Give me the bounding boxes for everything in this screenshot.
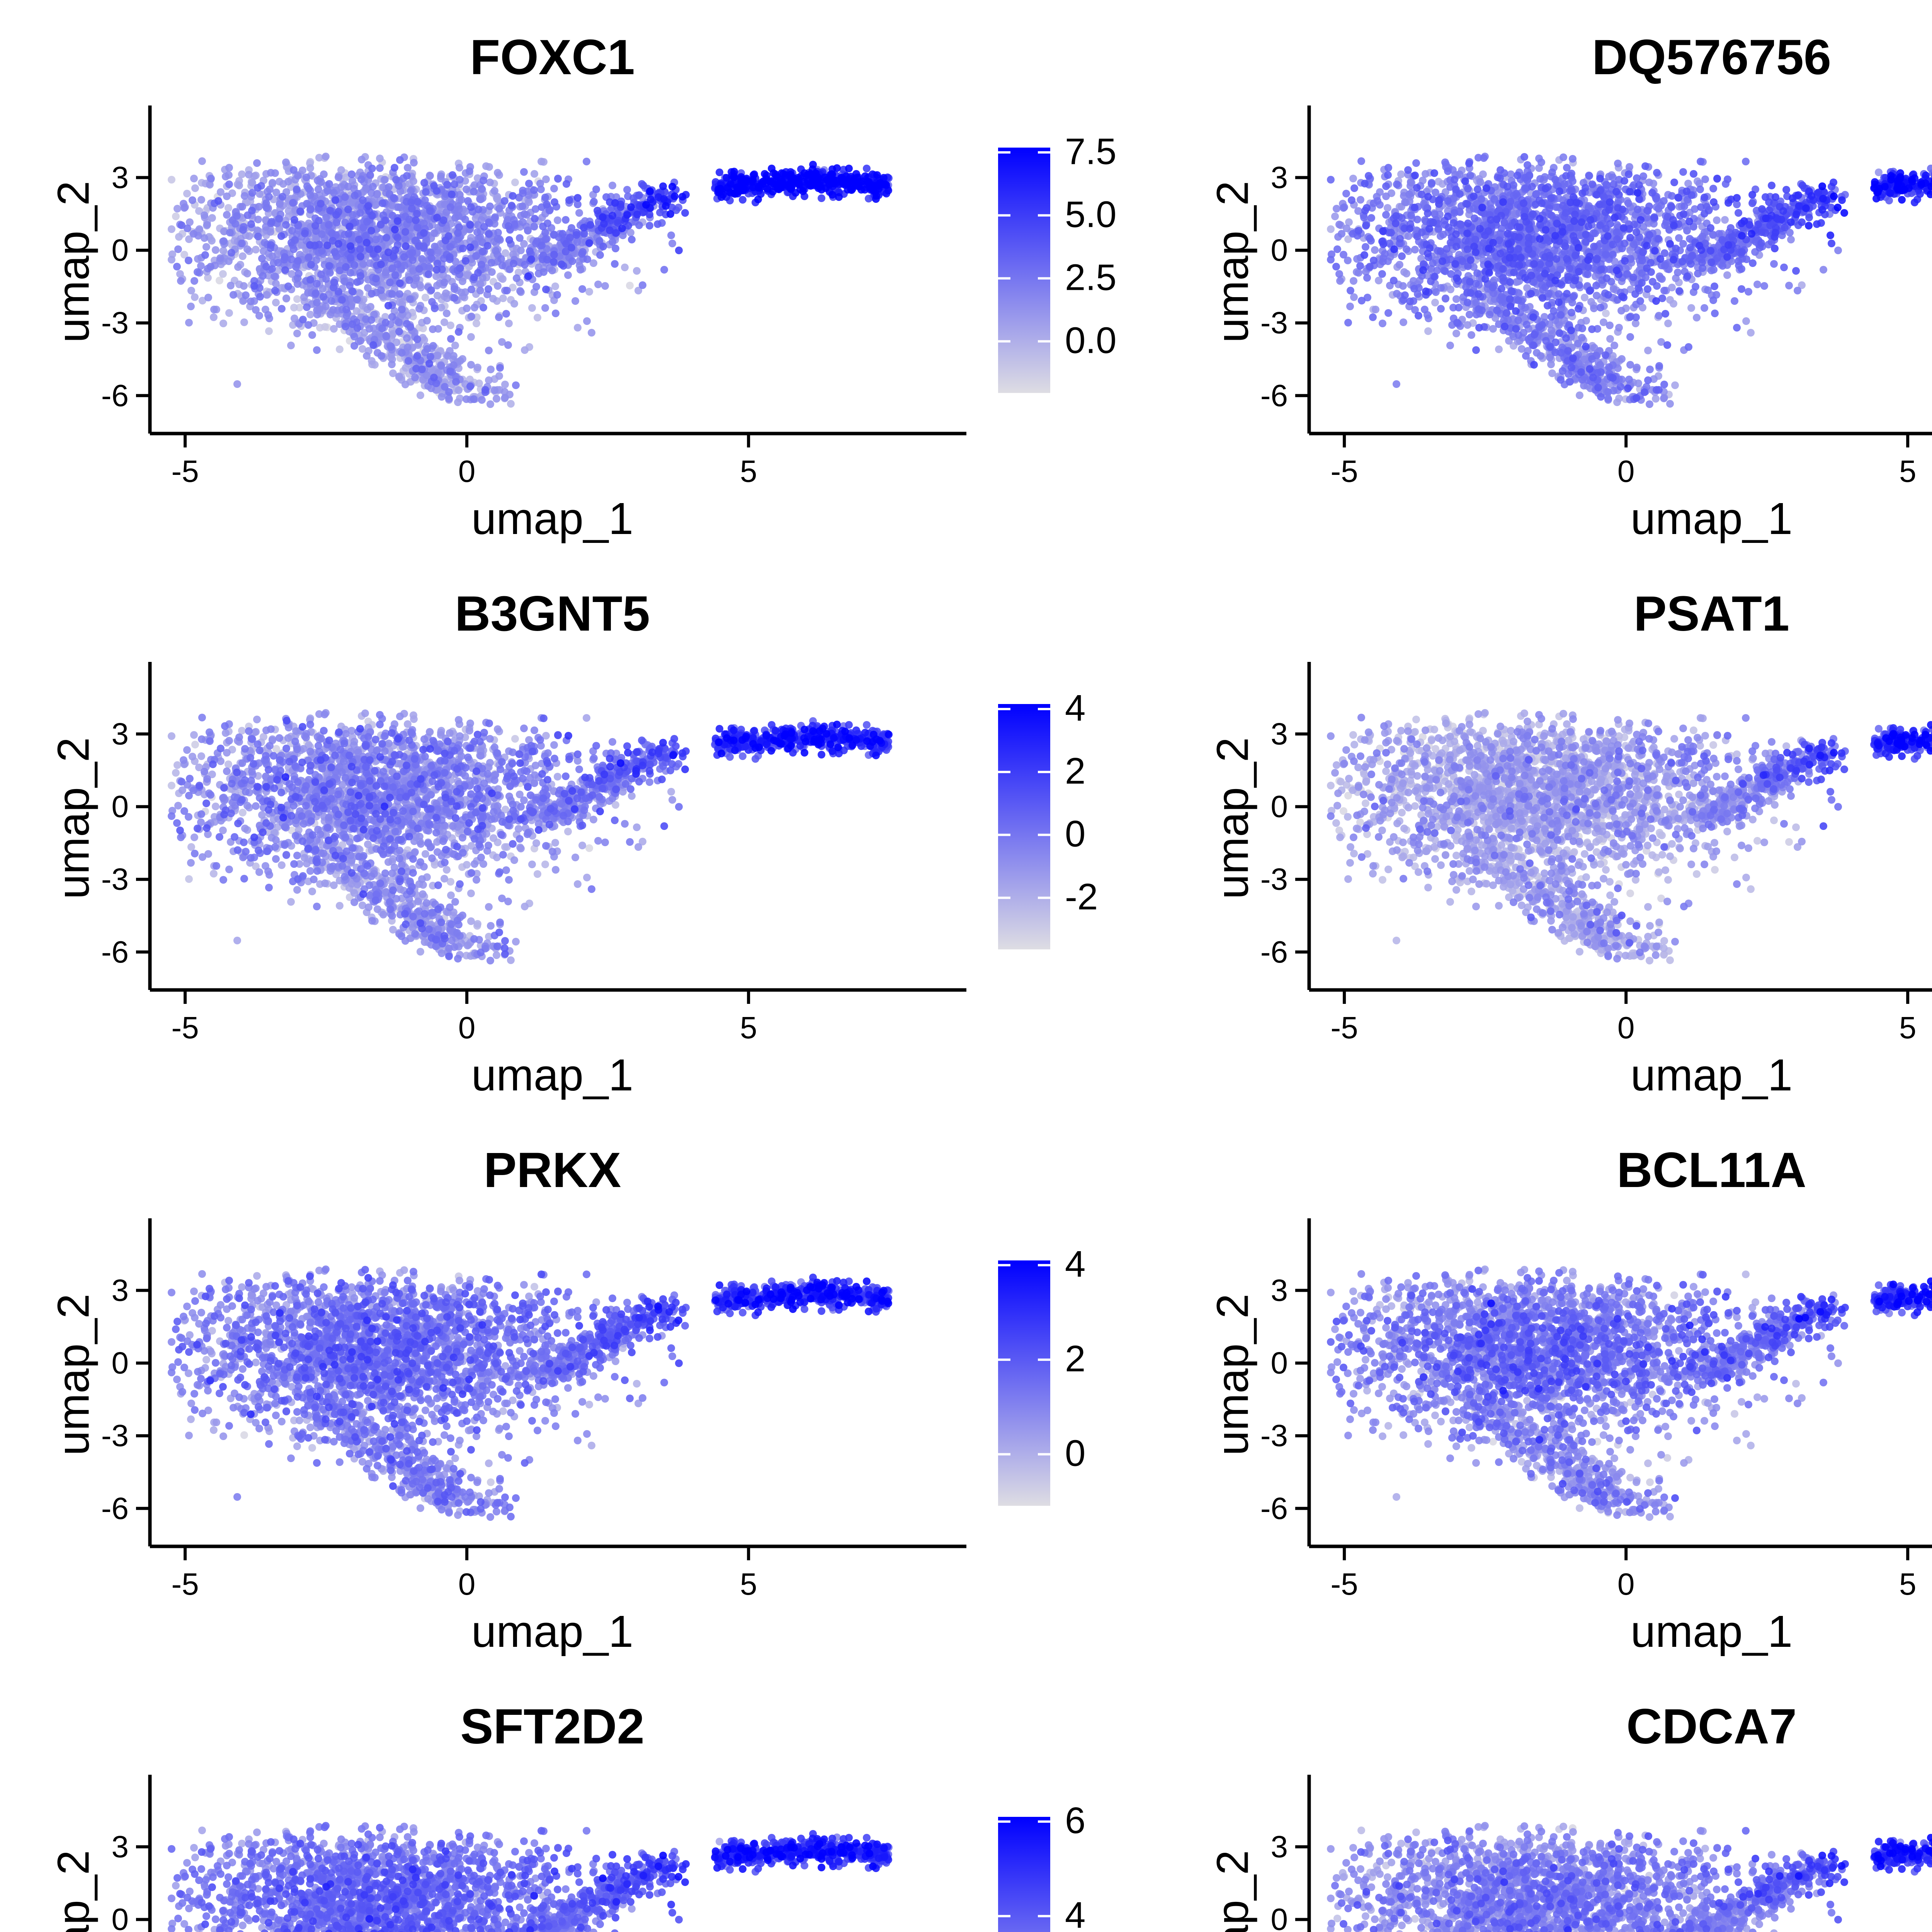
svg-text:0: 0	[458, 454, 476, 488]
svg-text:2.5: 2.5	[1065, 257, 1116, 298]
svg-text:-3: -3	[101, 306, 129, 340]
svg-text:5: 5	[740, 454, 757, 488]
svg-text:-5: -5	[172, 454, 199, 488]
svg-text:7.5: 7.5	[1065, 131, 1116, 172]
svg-text:0: 0	[112, 233, 129, 267]
svg-text:5.0: 5.0	[1065, 194, 1116, 235]
svg-text:0.0: 0.0	[1065, 320, 1116, 361]
svg-text:3: 3	[112, 160, 129, 195]
svg-text:-6: -6	[101, 378, 129, 413]
